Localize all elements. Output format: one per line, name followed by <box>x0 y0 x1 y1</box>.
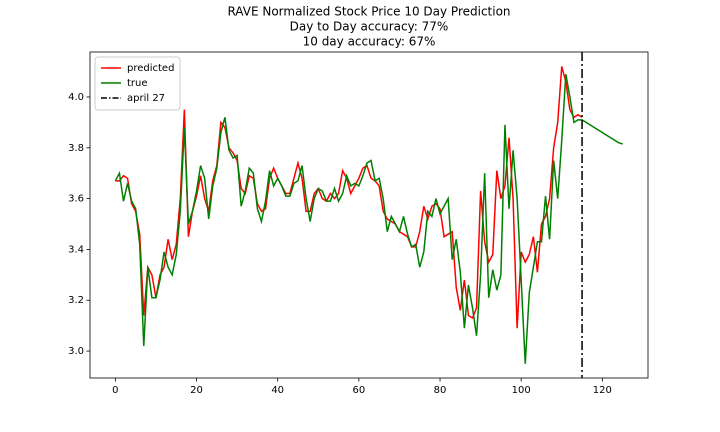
legend-label: april 27 <box>127 93 165 104</box>
legend-label: predicted <box>127 63 174 74</box>
x-tick-label: 40 <box>271 385 284 396</box>
x-tick-label: 120 <box>593 385 612 396</box>
y-tick-label: 3.4 <box>68 244 84 255</box>
chart-subtitle: 10 day accuracy: 67% <box>303 35 436 49</box>
x-tick-label: 80 <box>434 385 447 396</box>
x-tick-label: 60 <box>352 385 365 396</box>
legend-label: true <box>127 78 148 89</box>
legend-box <box>94 56 181 111</box>
chart-subtitle: Day to Day accuracy: 77% <box>290 20 449 34</box>
chart-title: RAVE Normalized Stock Price 10 Day Predi… <box>227 5 510 19</box>
x-tick-label: 20 <box>190 385 203 396</box>
y-tick-label: 3.6 <box>68 194 84 205</box>
y-tick-label: 3.2 <box>68 295 84 306</box>
y-tick-label: 4.0 <box>68 92 84 103</box>
x-tick-label: 100 <box>512 385 531 396</box>
y-tick-label: 3.0 <box>68 346 84 357</box>
plot-frame <box>89 51 649 379</box>
x-tick-label: 0 <box>112 385 118 396</box>
series-line <box>114 73 623 364</box>
series-line <box>115 66 583 329</box>
y-tick-label: 3.8 <box>68 143 84 154</box>
